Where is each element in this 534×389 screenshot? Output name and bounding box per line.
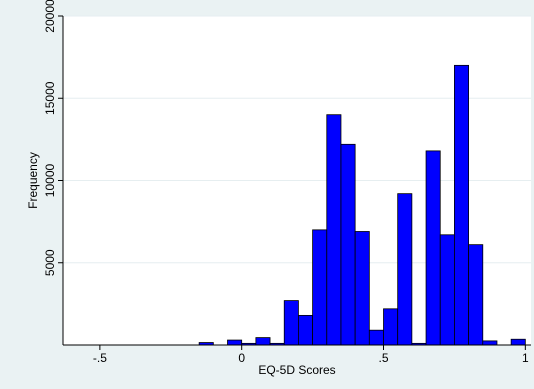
histogram-bar: [383, 308, 399, 346]
histogram-bar: [368, 329, 384, 346]
histogram-bar: [298, 314, 314, 346]
x-tick-label: .5: [379, 351, 389, 365]
x-tick-label: -.5: [93, 351, 107, 365]
x-tick-label: 0: [238, 351, 245, 365]
histogram-bar: [454, 64, 470, 346]
histogram-bar: [397, 193, 413, 346]
histogram-bar: [283, 300, 299, 346]
y-tick-label: 5000: [43, 249, 57, 276]
histogram-bar: [510, 338, 526, 346]
y-axis-title: Frequency: [26, 152, 40, 209]
histogram-bar: [340, 143, 356, 346]
histogram-bar: [326, 114, 342, 346]
histogram-bar: [439, 234, 455, 346]
histogram-bar: [482, 340, 498, 346]
y-tick-label: 15000: [43, 81, 57, 115]
histogram-bar: [354, 231, 370, 346]
histogram-bar: [468, 244, 484, 346]
x-tick-label: 1: [522, 351, 529, 365]
y-tick-label: 10000: [43, 163, 57, 197]
bars: [198, 64, 526, 346]
histogram-bar: [227, 339, 243, 346]
histogram-bar: [255, 337, 271, 346]
histogram-bar: [312, 229, 328, 346]
y-tick-label: 20000: [43, 0, 57, 33]
histogram-bar: [425, 150, 441, 346]
x-axis-title: EQ-5D Scores: [258, 363, 335, 377]
